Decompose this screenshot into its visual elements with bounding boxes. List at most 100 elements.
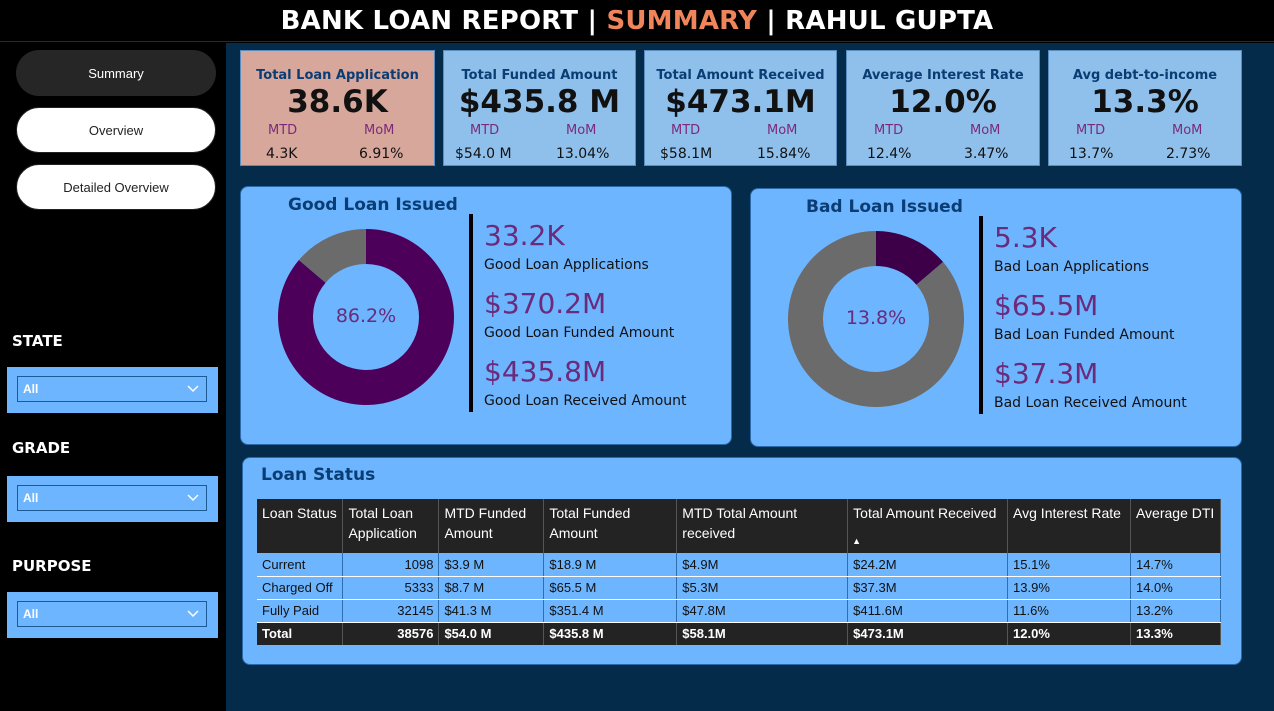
column-header[interactable]: Total Loan Application — [342, 499, 440, 553]
column-header[interactable]: Avg Interest Rate — [1007, 499, 1131, 553]
table-cell: $5.3M — [676, 576, 849, 600]
good-loan-applications-value: 33.2K — [484, 219, 565, 252]
good-loan-slice — [277, 229, 454, 405]
kpi-mom-value: 13.04% — [556, 146, 610, 162]
kpi-mom-value: 2.73% — [1166, 146, 1211, 162]
kpi-card-total-loan-application: Total Loan Application 38.6K MTD MoM 4.3… — [240, 50, 435, 166]
bad-loan-funded-value: $65.5M — [994, 289, 1099, 322]
title-prefix: BANK LOAN REPORT | — [280, 6, 607, 36]
purpose-dropdown[interactable]: All — [17, 601, 207, 627]
kpi-value: 13.3% — [1091, 84, 1199, 120]
table-cell: 14.0% — [1130, 576, 1222, 600]
bad-loan-received-value: $37.3M — [994, 357, 1099, 390]
sort-ascending-icon: ▲ — [852, 536, 862, 546]
kpi-mom-value: 3.47% — [964, 146, 1009, 162]
kpi-mom-label: MoM — [767, 123, 798, 138]
purpose-filter-label: PURPOSE — [12, 557, 92, 575]
bad-loan-donut-chart — [788, 231, 964, 407]
table-cell: $473.1M — [847, 622, 1009, 645]
loan-status-table: Loan Status Total Loan Application MTD F… — [257, 499, 1222, 645]
kpi-value: 12.0% — [889, 84, 997, 120]
kpi-mom-label: MoM — [364, 123, 395, 138]
title-suffix: | RAHUL GUPTA — [756, 6, 994, 36]
table-row: Fully Paid 32145 $41.3 M $351.4 M $47.8M… — [257, 599, 1222, 623]
kpi-card-avg-debt-to-income: Avg debt-to-income 13.3% MTD MoM 13.7% 2… — [1048, 50, 1242, 166]
grade-dropdown[interactable]: All — [17, 485, 207, 511]
column-header-label: Total Amount Received — [853, 505, 997, 521]
grade-filter-label: GRADE — [12, 439, 71, 457]
divider — [469, 214, 473, 412]
table-cell: $47.8M — [676, 599, 849, 623]
table-cell: 32145 — [342, 599, 440, 623]
table-cell: $54.0 M — [438, 622, 545, 645]
kpi-card-total-funded-amount: Total Funded Amount $435.8 M MTD MoM $54… — [443, 50, 636, 166]
table-cell: Fully Paid — [257, 599, 344, 623]
table-cell: $4.9M — [676, 553, 849, 577]
report-header: BANK LOAN REPORT | SUMMARY | RAHUL GUPTA — [0, 0, 1274, 42]
table-row: Charged Off 5333 $8.7 M $65.5 M $5.3M $3… — [257, 576, 1222, 600]
good-loan-panel: Good Loan Issued 86.2% 33.2K Good Loan A… — [240, 186, 732, 445]
column-header[interactable]: Loan Status — [257, 499, 344, 553]
table-cell: 13.3% — [1130, 622, 1222, 645]
column-header-sorted[interactable]: Total Amount Received ▲ — [847, 499, 1009, 553]
state-filter-label: STATE — [12, 332, 63, 350]
kpi-title: Total Amount Received — [656, 68, 825, 83]
state-dropdown[interactable]: All — [17, 376, 207, 402]
grade-dropdown-value: All — [23, 491, 39, 505]
kpi-mom-label: MoM — [1172, 123, 1203, 138]
good-loan-received-label: Good Loan Received Amount — [484, 393, 687, 409]
purpose-dropdown-value: All — [23, 607, 39, 621]
kpi-title: Average Interest Rate — [862, 68, 1024, 83]
divider — [979, 216, 983, 414]
bad-loan-percent: 13.8% — [845, 307, 907, 329]
column-header[interactable]: MTD Funded Amount — [438, 499, 545, 553]
kpi-mtd-label: MTD — [1076, 123, 1106, 138]
other-loan-slice — [298, 229, 366, 283]
table-cell: $65.5 M — [543, 576, 678, 600]
column-header[interactable]: Average DTI — [1130, 499, 1222, 553]
table-cell: $3.9 M — [438, 553, 545, 577]
kpi-mtd-value: $58.1M — [660, 146, 713, 162]
column-header[interactable]: MTD Total Amount received — [676, 499, 849, 553]
bad-loan-panel: Bad Loan Issued 13.8% 5.3K Bad Loan Appl… — [750, 188, 1242, 447]
title-highlight: SUMMARY — [606, 6, 757, 36]
good-loan-funded-value: $370.2M — [484, 287, 607, 320]
kpi-mtd-label: MTD — [470, 123, 500, 138]
table-row: Current 1098 $3.9 M $18.9 M $4.9M $24.2M… — [257, 553, 1222, 577]
table-cell: $351.4 M — [543, 599, 678, 623]
table-header-row: Loan Status Total Loan Application MTD F… — [257, 499, 1222, 553]
table-total-row: Total 38576 $54.0 M $435.8 M $58.1M $473… — [257, 622, 1222, 645]
column-header[interactable]: Total Funded Amount — [543, 499, 678, 553]
nav-overview-button[interactable]: Overview — [16, 107, 216, 153]
other-loan-slice — [788, 231, 964, 407]
table-cell: $18.9 M — [543, 553, 678, 577]
table-cell: 1098 — [342, 553, 440, 577]
nav-summary-button[interactable]: Summary — [16, 50, 216, 96]
table-cell: Total — [257, 622, 344, 645]
table-cell: 12.0% — [1007, 622, 1131, 645]
report-title: BANK LOAN REPORT | SUMMARY | RAHUL GUPTA — [0, 0, 1274, 42]
table-cell: $8.7 M — [438, 576, 545, 600]
state-filter: All — [7, 367, 218, 413]
nav-detailed-overview-button[interactable]: Detailed Overview — [16, 164, 216, 210]
table-cell: 38576 — [342, 622, 440, 645]
kpi-mtd-value: 12.4% — [867, 146, 912, 162]
kpi-title: Total Funded Amount — [461, 68, 618, 83]
kpi-value: $435.8 M — [458, 84, 621, 120]
table-cell: 13.9% — [1007, 576, 1131, 600]
kpi-mtd-label: MTD — [268, 123, 298, 138]
main-content: Total Loan Application 38.6K MTD MoM 4.3… — [226, 43, 1274, 711]
good-loan-applications-label: Good Loan Applications — [484, 257, 649, 273]
kpi-mtd-label: MTD — [671, 123, 701, 138]
table-cell: $41.3 M — [438, 599, 545, 623]
kpi-mom-value: 6.91% — [359, 146, 404, 162]
table-cell: 5333 — [342, 576, 440, 600]
chevron-down-icon — [187, 494, 199, 502]
good-loan-title: Good Loan Issued — [288, 195, 458, 215]
kpi-mom-value: 15.84% — [757, 146, 811, 162]
state-dropdown-value: All — [23, 382, 39, 396]
bad-loan-title: Bad Loan Issued — [806, 197, 963, 217]
grade-filter: All — [7, 476, 218, 522]
table-cell: Charged Off — [257, 576, 344, 600]
